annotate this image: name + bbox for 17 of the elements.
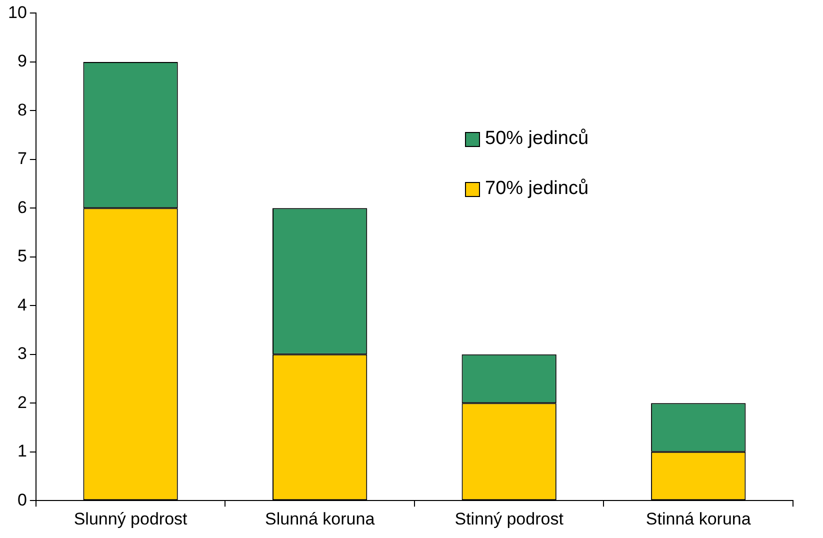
y-tick-label: 3 — [17, 344, 27, 364]
y-tick-label: 1 — [17, 442, 27, 461]
y-tick-label: 2 — [17, 392, 27, 412]
y-tick-label: 5 — [17, 246, 27, 266]
y-tick-label: 0 — [17, 490, 27, 510]
y-tick-label: 10 — [8, 2, 27, 22]
y-tick-label: 8 — [17, 100, 27, 120]
legend-label: 70% jedinců — [485, 178, 589, 200]
x-tick-label: Stinná koruna — [646, 509, 752, 528]
x-tick-label: Slunná koruna — [265, 509, 376, 528]
y-tick-label: 6 — [17, 198, 27, 217]
legend-label: 50% jedinců — [485, 128, 589, 150]
y-tick-label: 4 — [17, 295, 27, 314]
y-tick-label: 7 — [17, 149, 27, 168]
x-tick-label: Stinný podrost — [454, 509, 564, 528]
y-tick-label: 9 — [17, 52, 27, 71]
x-tick-label: Slunný podrost — [74, 509, 188, 528]
